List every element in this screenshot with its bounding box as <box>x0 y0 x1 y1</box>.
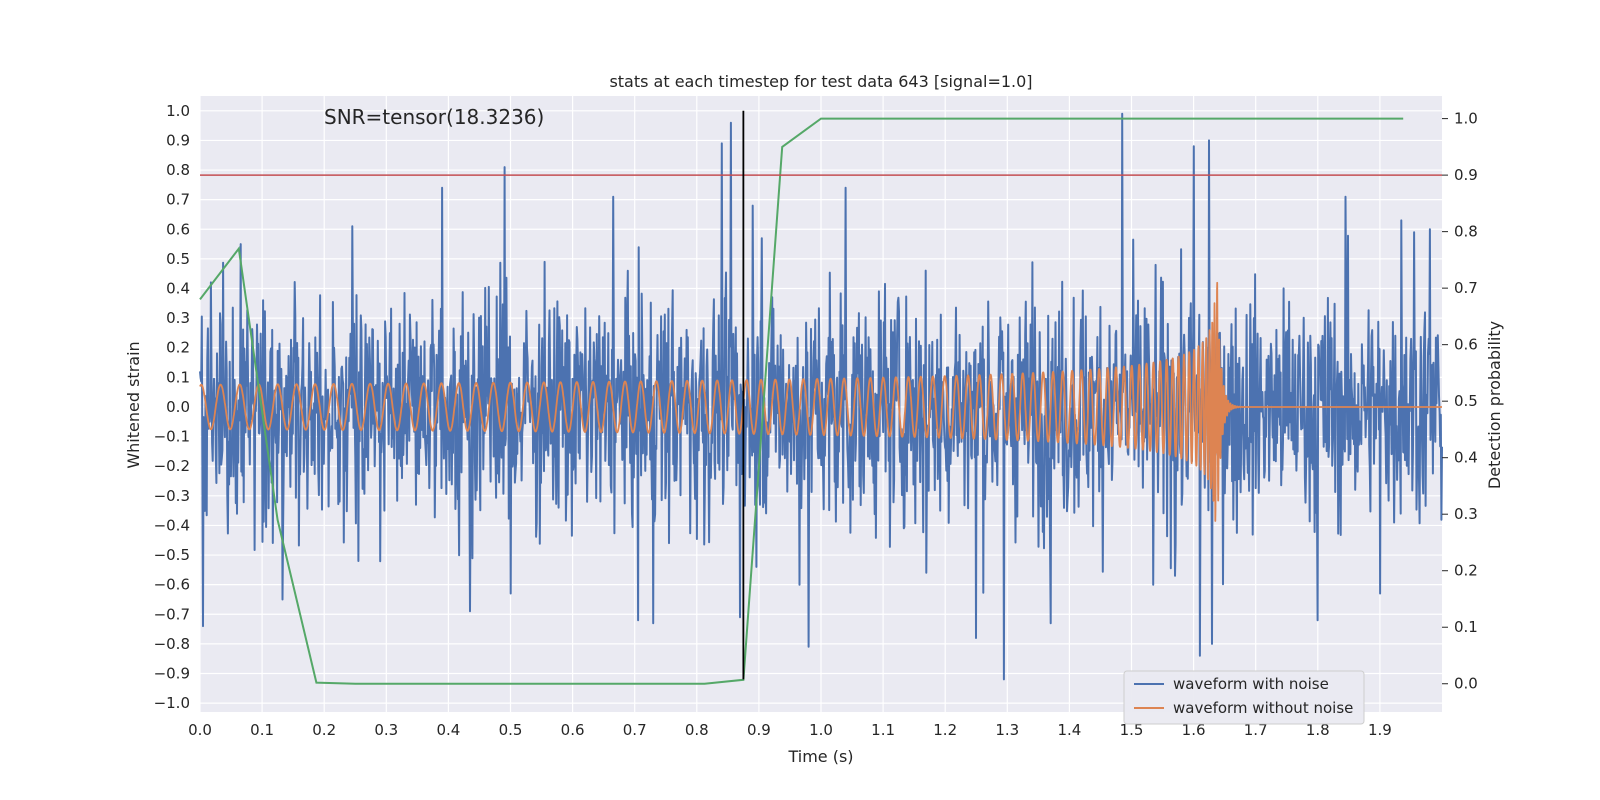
y2-axis-label: Detection probability <box>1485 321 1504 489</box>
y-tick-label: 0.6 <box>166 220 190 238</box>
x-tick-label: 0.0 <box>188 721 212 739</box>
y-tick-label: −0.3 <box>154 487 190 505</box>
y-tick-label: −1.0 <box>154 694 190 712</box>
y-tick-label: 0.7 <box>166 191 190 209</box>
snr-annotation: SNR=tensor(18.3236) <box>324 105 544 129</box>
x-tick-label: 1.4 <box>1057 721 1081 739</box>
x-tick-label: 0.2 <box>312 721 336 739</box>
y2-tick-label: 1.0 <box>1454 110 1478 128</box>
y-tick-label: −0.8 <box>154 635 190 653</box>
x-tick-label: 0.1 <box>250 721 274 739</box>
y-tick-label: −0.4 <box>154 516 190 534</box>
y-tick-label: −0.9 <box>154 665 190 683</box>
x-tick-label: 1.8 <box>1306 721 1330 739</box>
y2-tick-label: 0.5 <box>1454 392 1478 410</box>
x-tick-label: 0.6 <box>561 721 585 739</box>
y2-tick-label: 0.9 <box>1454 166 1478 184</box>
y2-tick-label: 0.1 <box>1454 618 1478 636</box>
y-axis-ticks: −1.0 −0.9 −0.8 −0.7 −0.6 −0.5 −0.4 −0.3 −0.2 −0.1… <box>154 102 190 712</box>
x-tick-label: 0.4 <box>436 721 460 739</box>
y2-tick-label: 0.7 <box>1454 279 1478 297</box>
reference-lines <box>200 110 1442 680</box>
x-tick-label: 1.9 <box>1368 721 1392 739</box>
series-line-waveform-without-noise <box>199 281 1443 522</box>
y-tick-label: 1.0 <box>166 102 190 120</box>
y-tick-label: −0.6 <box>154 576 190 594</box>
series-layer <box>199 112 1443 685</box>
x-tick-label: 1.7 <box>1244 721 1268 739</box>
y2-tick-label: 0.6 <box>1454 336 1478 354</box>
x-tick-label: 1.0 <box>809 721 833 739</box>
x-tick-label: 0.8 <box>685 721 709 739</box>
y-tick-label: 0.3 <box>166 309 190 327</box>
y-tick-label: 0.4 <box>166 280 190 298</box>
y-tick-label: 0.9 <box>166 131 190 149</box>
y-axis-label: Whitened strain <box>124 341 143 468</box>
y-tick-label: −0.7 <box>154 605 190 623</box>
y2-tick-label: 0.3 <box>1454 505 1478 523</box>
x-tick-label: 1.5 <box>1120 721 1144 739</box>
series-line-waveform-with-noise <box>199 112 1443 681</box>
x-tick-label: 1.2 <box>933 721 957 739</box>
chart-title: stats at each timestep for test data 643… <box>609 72 1032 91</box>
x-tick-label: 0.3 <box>374 721 398 739</box>
y-tick-label: 0.8 <box>166 161 190 179</box>
x-tick-label: 1.6 <box>1182 721 1206 739</box>
x-tick-label: 0.7 <box>623 721 647 739</box>
x-tick-label: 1.3 <box>995 721 1019 739</box>
x-axis-ticks: 0.0 0.1 0.2 0.3 0.4 0.5 0.6 0.7 0.8 0.9 1.0 1.1 1.2 1… <box>188 721 1392 739</box>
y-tick-label: 0.1 <box>166 368 190 386</box>
x-tick-label: 0.5 <box>499 721 523 739</box>
legend: waveform with noise waveform without noi… <box>1123 670 1365 725</box>
legend-box <box>1123 670 1365 725</box>
series-line-detection-probability <box>199 117 1404 685</box>
x-axis-label: Time (s) <box>787 747 853 766</box>
y2-axis-ticks: 0.0 0.1 0.2 0.3 0.4 0.5 0.6 0.7 0.8 0.9 1.0 <box>1442 110 1478 693</box>
y-tick-label: −0.1 <box>154 428 190 446</box>
y2-tick-label: 0.8 <box>1454 223 1478 241</box>
y-tick-label: 0.5 <box>166 250 190 268</box>
x-tick-label: 0.9 <box>747 721 771 739</box>
y2-tick-label: 0.2 <box>1454 562 1478 580</box>
y-tick-label: −0.5 <box>154 546 190 564</box>
y2-tick-label: 0.4 <box>1454 449 1478 467</box>
x-tick-label: 1.1 <box>871 721 895 739</box>
y-tick-label: 0.0 <box>166 398 190 416</box>
y-tick-label: −0.2 <box>154 457 190 475</box>
y2-tick-label: 0.0 <box>1454 675 1478 693</box>
legend-label-clean: waveform without noise <box>1173 699 1353 717</box>
legend-label-noise: waveform with noise <box>1173 675 1329 693</box>
y-tick-label: 0.2 <box>166 339 190 357</box>
